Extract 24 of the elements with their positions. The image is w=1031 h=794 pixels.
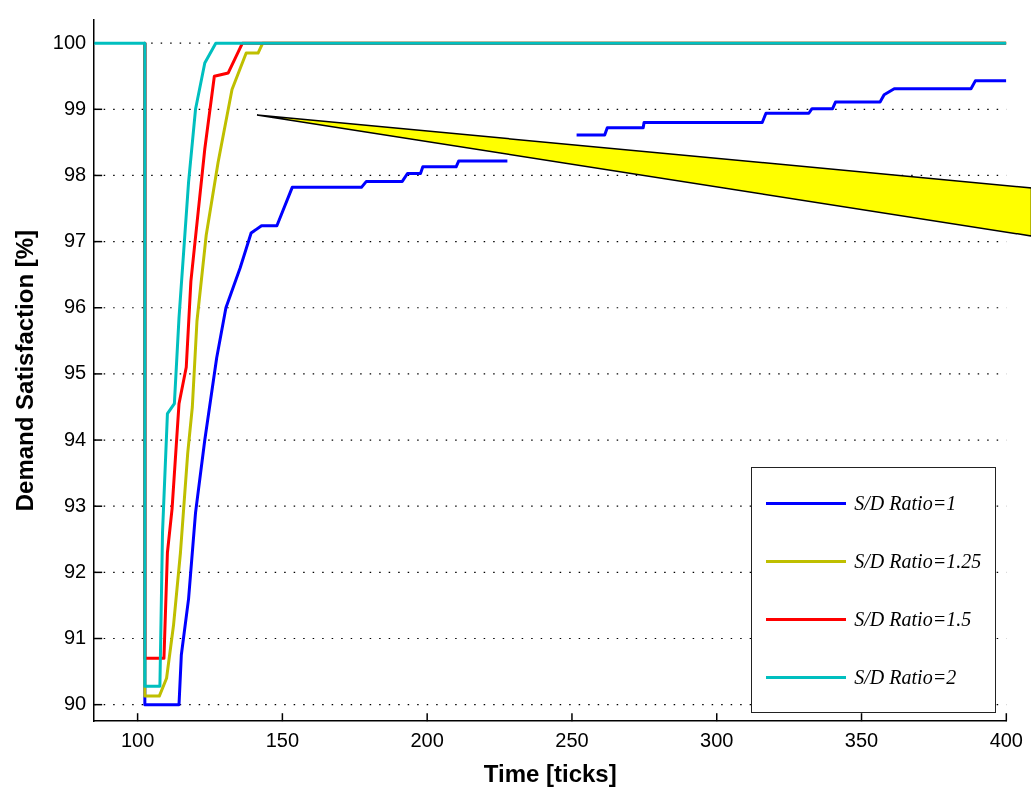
y-tick-label: 92 [63, 559, 87, 582]
y-tick-label: 100 [52, 30, 87, 53]
legend-label: S/D Ratio=1 [854, 491, 957, 515]
y-tick-label: 98 [63, 162, 87, 185]
x-tick-label: 150 [265, 728, 300, 751]
legend-label: S/D Ratio=1.5 [854, 607, 972, 631]
y-tick-label: 90 [63, 692, 87, 715]
x-tick-label: 400 [989, 728, 1023, 751]
y-tick-label: 95 [63, 361, 87, 384]
y-tick-label: 99 [63, 96, 87, 119]
y-tick-label: 96 [63, 295, 87, 318]
y-tick-label: 91 [63, 626, 87, 649]
y-tick-label: 94 [63, 427, 87, 450]
x-tick-label: 350 [844, 728, 879, 751]
x-tick-label: 250 [555, 728, 589, 751]
y-tick-label: 93 [63, 493, 87, 516]
legend-label: S/D Ratio=2 [854, 665, 957, 689]
y-tick-label: 97 [63, 229, 87, 252]
x-tick-label: 300 [700, 728, 734, 751]
y-axis-title: Demand Satisfaction [%] [11, 229, 39, 512]
x-tick-label: 200 [410, 728, 444, 751]
x-axis-title: Time [ticks] [483, 760, 617, 788]
x-tick-label: 100 [120, 728, 155, 751]
legend-label: S/D Ratio=1.25 [854, 549, 982, 573]
